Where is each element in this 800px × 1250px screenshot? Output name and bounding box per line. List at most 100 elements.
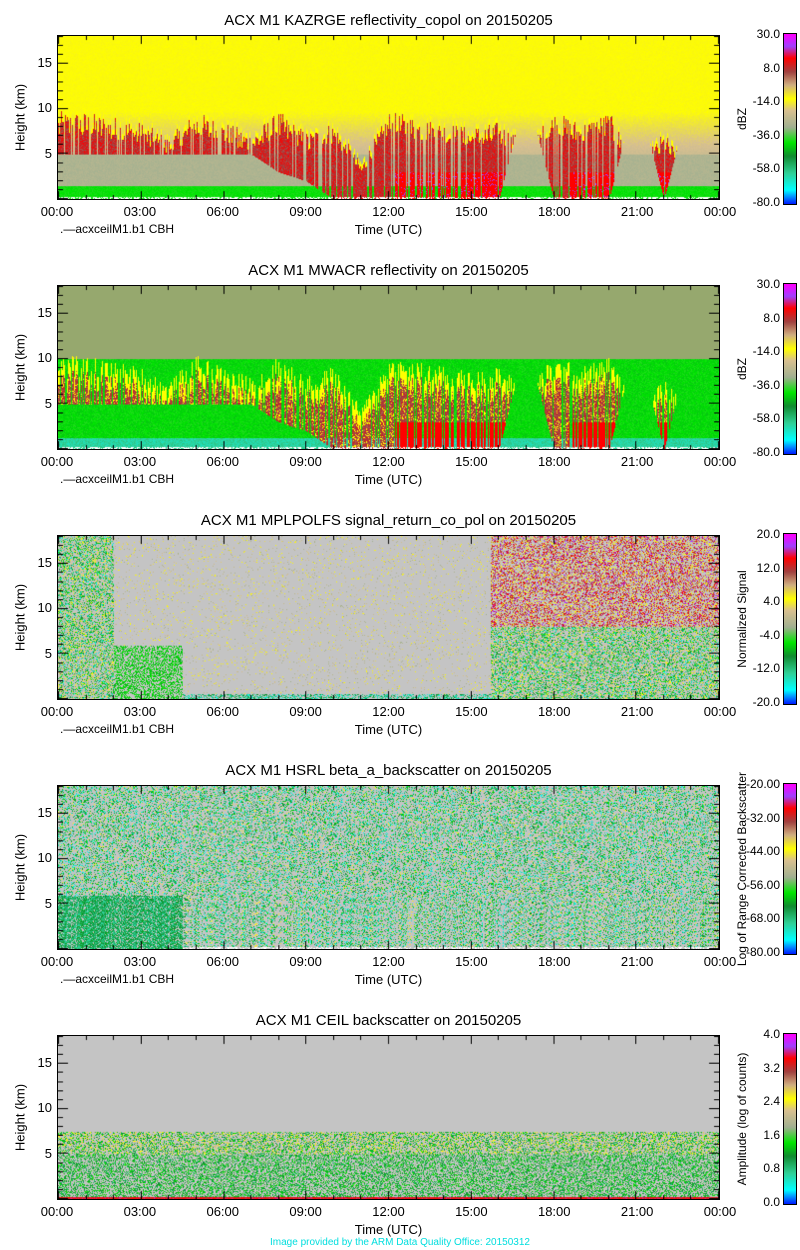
x-axis-label: Time (UTC): [354, 472, 423, 487]
x-tick-label: 15:00: [455, 204, 488, 219]
colorbar-tick-label: -4.0: [759, 627, 780, 642]
colorbar-tick-label: 8.0: [763, 60, 780, 75]
y-tick-label: 10: [37, 600, 52, 616]
x-tick-label: 09:00: [289, 204, 322, 219]
colorbar-tick-label: 2.4: [763, 1094, 780, 1109]
x-tick-label: 00:00: [703, 454, 737, 469]
colorbar-label: Normalized Signal: [735, 570, 749, 668]
colorbar-tick-label: -58.0: [752, 161, 780, 176]
x-tick-label: 06:00: [206, 204, 240, 219]
x-tick-label: 06:00: [206, 954, 240, 969]
y-tick-label: 5: [44, 1146, 52, 1162]
y-tick-label: 5: [44, 146, 52, 162]
x-tick-label: 18:00: [537, 704, 571, 719]
heatmap-canvas: [58, 286, 719, 449]
colorbar: [783, 1033, 797, 1205]
colorbar-tick-label: 0.8: [763, 1161, 780, 1176]
x-tick-label: 06:00: [206, 704, 240, 719]
x-tick-label: 00:00: [40, 954, 74, 969]
x-tick-label: 03:00: [123, 954, 157, 969]
heatmap-canvas: [58, 1036, 719, 1199]
y-tick-label: 15: [37, 804, 52, 820]
colorbar-tick-label: -32.00: [745, 810, 780, 825]
chart-panel-hsrl: ACX M1 HSRL beta_a_backscatter on 201502…: [0, 750, 800, 1000]
x-axis-label: Time (UTC): [354, 722, 423, 737]
x-tick-label: 21:00: [620, 704, 654, 719]
colorbar-tick-label: -20.0: [752, 695, 780, 709]
x-tick-label: 21:00: [620, 1204, 654, 1219]
chart-panel-kazr: ACX M1 KAZRGE reflectivity_copol on 2015…: [0, 0, 800, 250]
y-tick-label: 15: [37, 1054, 52, 1070]
x-tick-label: 15:00: [455, 954, 488, 969]
x-tick-label: 00:00: [40, 454, 74, 469]
colorbar: [783, 533, 797, 705]
x-tick-label: 18:00: [537, 954, 571, 969]
colorbar-tick-label: -36.0: [752, 127, 780, 142]
x-tick-label: 00:00: [40, 204, 74, 219]
colorbar-tick-label: 20.0: [756, 527, 780, 541]
x-tick-label: 12:00: [372, 1204, 405, 1219]
legend-cbh: .—acxceilM1.b1 CBH: [60, 222, 175, 236]
x-tick-label: 03:00: [123, 204, 157, 219]
chart-title: ACX M1 HSRL beta_a_backscatter on 201502…: [225, 762, 552, 779]
colorbar: [783, 283, 797, 455]
x-tick-label: 18:00: [537, 1204, 571, 1219]
x-tick-label: 18:00: [537, 454, 571, 469]
colorbar-gradient: [784, 1034, 796, 1204]
colorbar-tick-label: -56.00: [745, 877, 780, 892]
x-tick-label: 03:00: [123, 454, 157, 469]
colorbar-tick-label: 12.0: [756, 560, 780, 575]
colorbar-tick-label: -80.0: [752, 195, 780, 209]
x-tick-label: 09:00: [289, 704, 322, 719]
colorbar-tick-label: -36.0: [752, 377, 780, 392]
legend-cbh: .—acxceilM1.b1 CBH: [60, 722, 175, 736]
chart-title: ACX M1 KAZRGE reflectivity_copol on 2015…: [224, 12, 553, 29]
x-tick-label: 00:00: [40, 704, 74, 719]
heatmap-plot: [57, 35, 720, 200]
x-tick-label: 09:00: [289, 1204, 322, 1219]
x-tick-label: 09:00: [289, 954, 322, 969]
colorbar-gradient: [784, 534, 796, 704]
heatmap-canvas: [58, 536, 719, 699]
x-tick-label: 03:00: [123, 1204, 157, 1219]
x-tick-label: 00:00: [703, 1204, 737, 1219]
x-axis-label: Time (UTC): [354, 972, 423, 987]
x-tick-label: 00:00: [40, 1204, 74, 1219]
colorbar-tick-label: -68.00: [745, 911, 780, 926]
x-tick-label: 18:00: [537, 204, 571, 219]
x-tick-label: 12:00: [372, 204, 405, 219]
colorbar-label: dBZ: [735, 108, 749, 131]
x-axis-label: Time (UTC): [354, 222, 423, 237]
chart-title: ACX M1 MPLPOLFS signal_return_co_pol on …: [200, 512, 577, 529]
colorbar-tick-label: 30.0: [756, 27, 780, 41]
x-tick-label: 00:00: [703, 704, 737, 719]
colorbar-gradient: [784, 784, 796, 954]
x-tick-label: 21:00: [620, 954, 654, 969]
x-tick-label: 15:00: [455, 454, 488, 469]
y-tick-label: 15: [37, 554, 52, 570]
colorbar-tick-label: -58.0: [752, 411, 780, 426]
x-tick-label: 06:00: [206, 454, 240, 469]
heatmap-plot: [57, 285, 720, 450]
y-tick-label: 10: [37, 100, 52, 116]
colorbar-tick-label: 4.0: [763, 594, 780, 609]
chart-title: ACX M1 CEIL backscatter on 20150205: [255, 1012, 522, 1029]
colorbar-label: dBZ: [735, 358, 749, 381]
colorbar-tick-label: 3.2: [763, 1060, 780, 1075]
colorbar-tick-label: 1.6: [763, 1127, 780, 1142]
x-tick-label: 09:00: [289, 454, 322, 469]
colorbar-tick-label: -12.0: [752, 661, 780, 676]
heatmap-plot: [57, 535, 720, 700]
colorbar-tick-label: 0.0: [763, 1195, 780, 1209]
colorbar-tick-label: -14.0: [752, 344, 780, 359]
chart-panel-mpl: ACX M1 MPLPOLFS signal_return_co_pol on …: [0, 500, 800, 750]
x-tick-label: 15:00: [455, 704, 488, 719]
heatmap-canvas: [58, 36, 719, 199]
colorbar-gradient: [784, 284, 796, 454]
colorbar: [783, 33, 797, 205]
chart-panel-ceil: ACX M1 CEIL backscatter on 20150205 Heigh…: [0, 1000, 800, 1250]
x-tick-label: 03:00: [123, 704, 157, 719]
y-tick-label: 5: [44, 896, 52, 912]
x-tick-label: 12:00: [372, 454, 405, 469]
